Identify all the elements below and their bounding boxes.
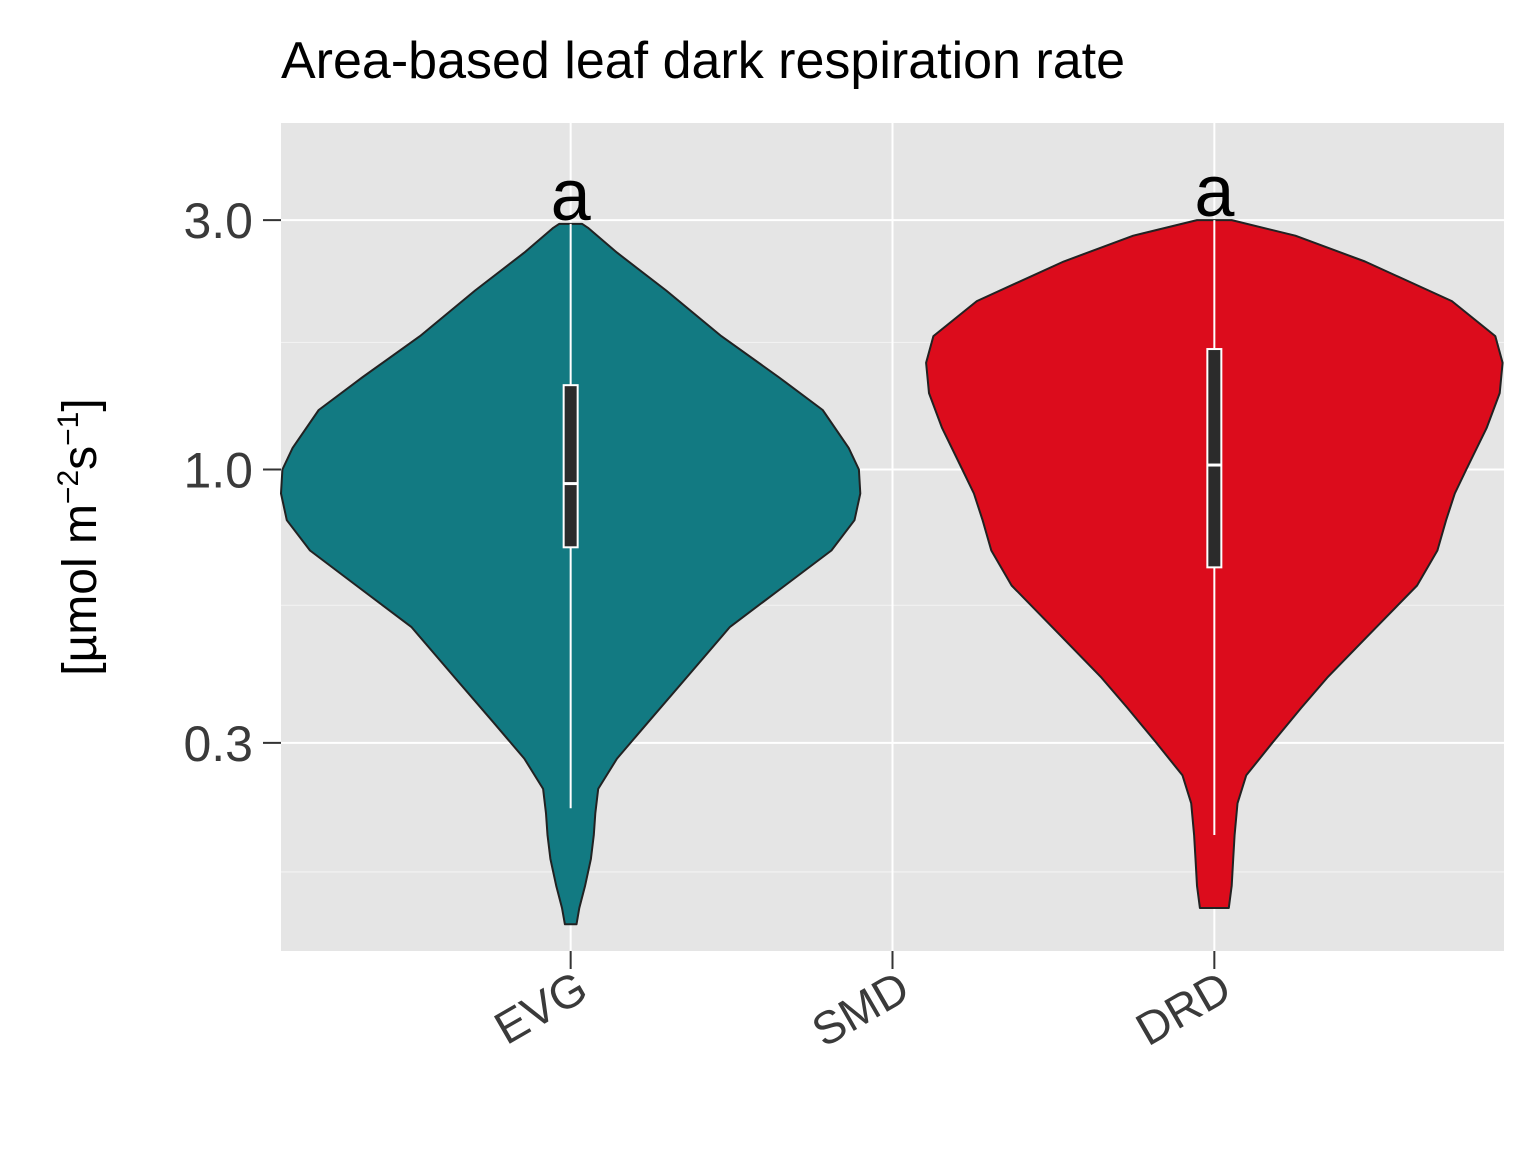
y-axis-label: [µmol m−2s−1]	[52, 398, 107, 675]
significance-letter-drd: a	[1194, 152, 1235, 232]
significance-letter-evg: a	[551, 156, 592, 236]
y-axis-label-sup1: −2	[52, 470, 85, 504]
y-tick-label: 0.3	[183, 716, 253, 772]
x-tick-label: SMD	[803, 961, 918, 1057]
box-drd	[1206, 348, 1223, 569]
x-axis: EVG SMD DRD	[486, 951, 1239, 1057]
box-evg	[562, 384, 579, 549]
y-axis-label-suffix: ]	[54, 398, 107, 411]
x-tick-label: DRD	[1127, 961, 1239, 1056]
x-tick-label: EVG	[486, 961, 596, 1055]
boxplot-layer	[562, 220, 1223, 836]
chart-title: Area-based leaf dark respiration rate	[281, 32, 1125, 90]
y-axis-label-prefix: [µmol m	[54, 504, 107, 676]
y-axis: 0.3 1.0 3.0	[183, 193, 281, 772]
y-tick-label: 3.0	[183, 193, 253, 249]
y-tick-label: 1.0	[183, 443, 253, 499]
y-axis-label-sup2: −1	[52, 412, 85, 446]
y-axis-label-mid: s	[54, 446, 107, 470]
